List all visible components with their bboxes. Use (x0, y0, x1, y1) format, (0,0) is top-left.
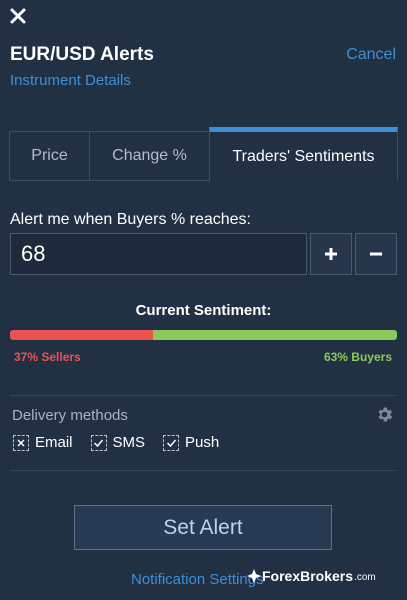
sentiment-bar (10, 330, 397, 340)
sellers-percent-label: 37% Sellers (14, 350, 81, 364)
minus-icon (370, 252, 382, 256)
close-button[interactable] (9, 7, 27, 25)
email-label: Email (35, 434, 73, 451)
tab-change-percent[interactable]: Change % (89, 131, 209, 181)
watermark-suffix: .com (354, 572, 376, 583)
current-sentiment-heading: Current Sentiment: (135, 302, 272, 319)
close-icon (10, 8, 26, 24)
delivery-settings-button[interactable] (375, 405, 394, 424)
divider (10, 395, 397, 396)
delivery-methods: Email SMS Push (13, 434, 237, 451)
set-alert-button[interactable]: Set Alert (74, 505, 332, 550)
delivery-push-option[interactable]: Push (163, 434, 219, 451)
decrement-button[interactable] (355, 233, 397, 275)
push-checkbox[interactable] (163, 434, 180, 451)
delivery-sms-option[interactable]: SMS (90, 434, 146, 451)
delivery-email-option[interactable]: Email (13, 434, 73, 451)
forexbrokers-logo-icon (247, 569, 261, 583)
delivery-methods-heading: Delivery methods (12, 407, 128, 424)
instrument-details-link[interactable]: Instrument Details (10, 72, 131, 89)
watermark-text: ForexBrokers (262, 568, 354, 584)
sms-label: SMS (112, 434, 146, 451)
buyers-percent-input[interactable] (10, 233, 307, 275)
tab-traders-sentiments[interactable]: Traders' Sentiments (209, 127, 398, 181)
buyers-percent-label: 63% Buyers (323, 350, 392, 364)
cancel-button[interactable]: Cancel (346, 46, 396, 63)
alert-type-tabs: Price Change % Traders' Sentiments (9, 127, 398, 181)
divider (10, 470, 397, 471)
push-label: Push (185, 434, 220, 451)
forexbrokers-watermark: ForexBrokers .com (246, 568, 376, 584)
page-title: EUR/USD Alerts (10, 44, 154, 65)
gear-icon (378, 407, 393, 422)
alert-threshold-label: Alert me when Buyers % reaches: (10, 211, 251, 228)
x-mark-icon (17, 438, 25, 447)
buyers-bar-segment (153, 330, 397, 340)
sms-checkbox[interactable] (90, 434, 107, 451)
checkmark-icon (166, 439, 176, 447)
checkmark-icon (93, 439, 104, 447)
notification-settings-link[interactable]: Notification Settings (131, 571, 264, 588)
increment-button[interactable] (310, 233, 352, 275)
plus-icon (325, 248, 337, 260)
sellers-bar-segment (10, 330, 154, 340)
tab-price[interactable]: Price (9, 131, 89, 181)
email-checkbox[interactable] (13, 434, 29, 451)
